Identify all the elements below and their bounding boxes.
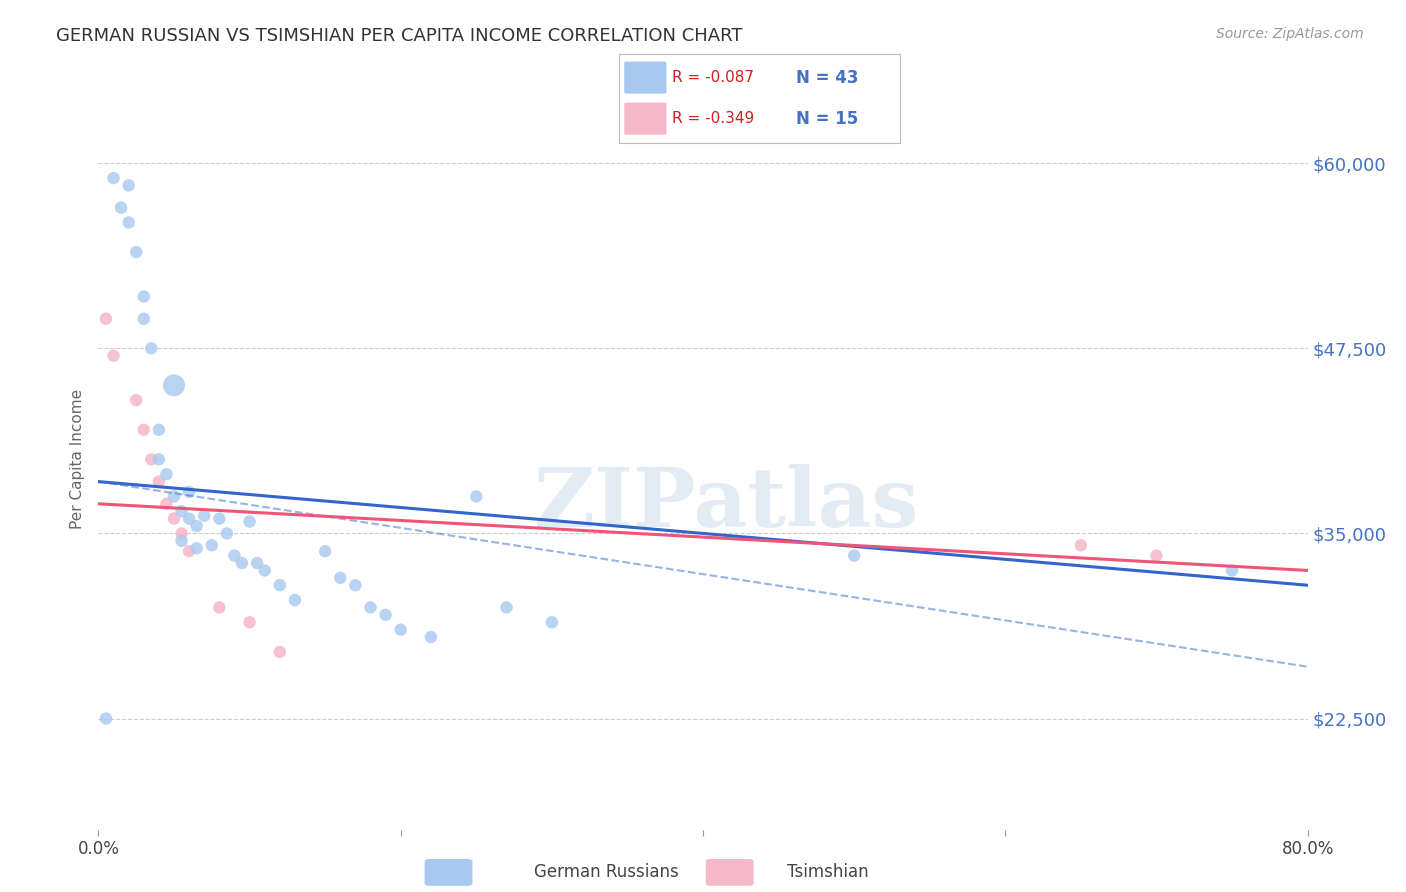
Point xyxy=(239,515,262,529)
Point xyxy=(110,201,132,215)
Point xyxy=(118,178,141,193)
Point xyxy=(170,504,193,518)
Point xyxy=(224,549,246,563)
Point xyxy=(155,467,177,482)
Point xyxy=(179,544,201,558)
Point xyxy=(132,423,155,437)
Point xyxy=(314,544,336,558)
Point xyxy=(118,215,141,229)
Point xyxy=(215,526,238,541)
Point xyxy=(163,511,186,525)
Point xyxy=(170,533,193,548)
Point xyxy=(540,615,562,630)
Point xyxy=(179,511,201,525)
Point xyxy=(125,393,148,408)
Point xyxy=(420,630,443,644)
Point xyxy=(1220,564,1243,578)
Point xyxy=(344,578,367,592)
Point xyxy=(208,511,231,525)
Text: Tsimshian: Tsimshian xyxy=(787,863,869,881)
Point xyxy=(94,311,117,326)
Y-axis label: Per Capita Income: Per Capita Income xyxy=(69,389,84,530)
Point xyxy=(844,549,866,563)
Point xyxy=(1070,538,1092,552)
Point xyxy=(193,508,215,523)
Text: Source: ZipAtlas.com: Source: ZipAtlas.com xyxy=(1216,27,1364,41)
Text: German Russians: German Russians xyxy=(534,863,679,881)
Point xyxy=(360,600,382,615)
Point xyxy=(284,593,307,607)
Point xyxy=(103,349,125,363)
Point xyxy=(94,712,117,726)
Point xyxy=(239,615,262,630)
Point xyxy=(148,423,170,437)
Point xyxy=(170,526,193,541)
Point xyxy=(163,489,186,503)
Point xyxy=(495,600,517,615)
FancyBboxPatch shape xyxy=(624,62,666,94)
Point xyxy=(186,541,208,556)
Point xyxy=(148,452,170,467)
Point xyxy=(374,607,396,622)
FancyBboxPatch shape xyxy=(624,103,666,135)
Text: N = 43: N = 43 xyxy=(796,69,858,87)
Point xyxy=(132,311,155,326)
Point xyxy=(269,578,291,592)
Point xyxy=(132,289,155,303)
Point xyxy=(148,475,170,489)
Point xyxy=(231,556,253,570)
Point xyxy=(125,245,148,260)
Point xyxy=(103,171,125,186)
Text: GERMAN RUSSIAN VS TSIMSHIAN PER CAPITA INCOME CORRELATION CHART: GERMAN RUSSIAN VS TSIMSHIAN PER CAPITA I… xyxy=(56,27,742,45)
Point xyxy=(269,645,291,659)
Point xyxy=(329,571,352,585)
Point xyxy=(179,485,201,500)
Point xyxy=(155,497,177,511)
Point xyxy=(1144,549,1167,563)
Text: ZIPatlas: ZIPatlas xyxy=(534,464,920,544)
Point xyxy=(141,452,163,467)
Text: R = -0.349: R = -0.349 xyxy=(672,112,754,126)
Point xyxy=(208,600,231,615)
Point xyxy=(141,342,163,356)
Text: N = 15: N = 15 xyxy=(796,110,858,128)
Point xyxy=(246,556,269,570)
Point xyxy=(253,564,276,578)
Point xyxy=(186,519,208,533)
Point xyxy=(465,489,488,503)
Text: R = -0.087: R = -0.087 xyxy=(672,70,754,85)
Point xyxy=(389,623,412,637)
Point xyxy=(163,378,186,392)
Point xyxy=(201,538,224,552)
